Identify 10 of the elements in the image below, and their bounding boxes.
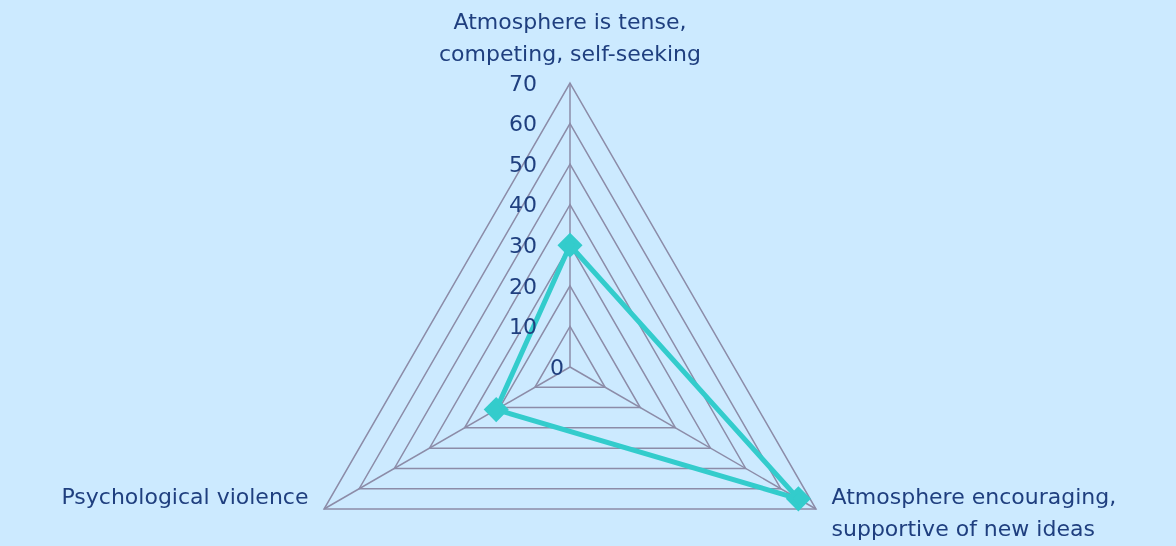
y-tick-label: 60 — [509, 111, 537, 137]
y-tick-label: 30 — [509, 233, 537, 258]
spoke-label: Psychological violence — [61, 483, 309, 509]
spoke-label: Atmosphere encouraging, supportive of new ideas — [831, 483, 1117, 541]
y-tick-label: 70 — [509, 70, 537, 96]
y-tick-label: 50 — [509, 151, 537, 177]
y-tick-label: 20 — [509, 273, 537, 299]
y-tick-label: 0 — [550, 354, 564, 380]
y-tick-label: 40 — [509, 192, 537, 218]
spoke-label: Atmosphere is tense, competing, self-seeking — [438, 8, 702, 66]
